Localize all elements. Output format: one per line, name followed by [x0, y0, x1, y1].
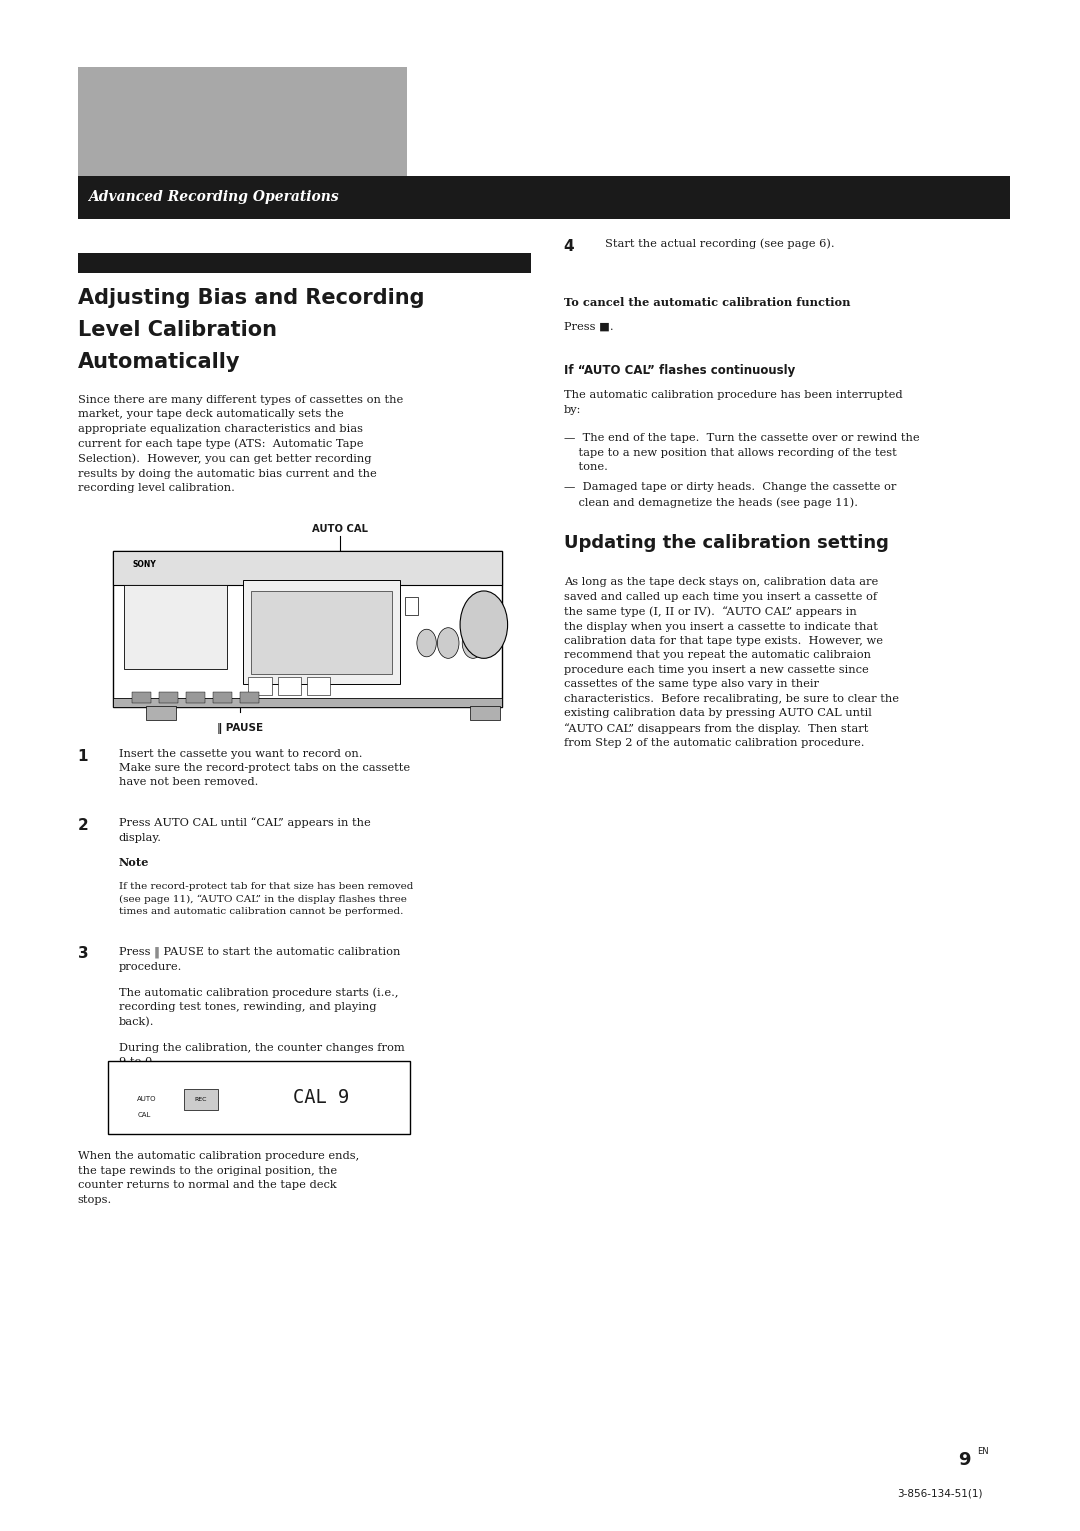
Bar: [78, 176, 1010, 219]
Text: 3-856-134-51(1): 3-856-134-51(1): [896, 1488, 983, 1499]
Text: To cancel the automatic calibration function: To cancel the automatic calibration func…: [564, 297, 850, 308]
Text: 3: 3: [78, 946, 89, 961]
Bar: [78, 253, 531, 273]
Text: The automatic calibration procedure starts (i.e.,
recording test tones, rewindin: The automatic calibration procedure star…: [119, 987, 399, 1027]
Circle shape: [462, 628, 484, 658]
Text: EN: EN: [977, 1447, 989, 1456]
Text: Adjusting Bias and Recording: Adjusting Bias and Recording: [78, 288, 424, 308]
Bar: [113, 698, 502, 707]
Text: Note: Note: [119, 857, 149, 868]
Text: When the automatic calibration procedure ends,
the tape rewinds to the original : When the automatic calibration procedure…: [78, 1151, 359, 1205]
Bar: [243, 580, 400, 684]
Text: Start the actual recording (see page 6).: Start the actual recording (see page 6).: [605, 239, 835, 250]
Text: If “AUTO CAL” flashes continuously: If “AUTO CAL” flashes continuously: [564, 364, 795, 377]
Text: If the record-protect tab for that size has been removed
(see page 11), “AUTO CA: If the record-protect tab for that size …: [119, 882, 414, 917]
Text: 9: 9: [958, 1451, 971, 1470]
Bar: [307, 677, 330, 695]
Text: CAL: CAL: [137, 1112, 150, 1118]
Text: 2: 2: [78, 818, 89, 833]
Bar: [470, 706, 500, 720]
Bar: [213, 692, 232, 703]
Text: SONY: SONY: [133, 560, 157, 570]
Text: Automatically: Automatically: [78, 352, 240, 372]
Text: As long as the tape deck stays on, calibration data are
saved and called up each: As long as the tape deck stays on, calib…: [564, 577, 899, 749]
Text: AUTO: AUTO: [137, 1096, 157, 1102]
Text: 4: 4: [564, 239, 575, 254]
Text: Press AUTO CAL until “CAL” appears in the
display.: Press AUTO CAL until “CAL” appears in th…: [119, 818, 370, 842]
Circle shape: [417, 629, 436, 657]
Text: During the calibration, the counter changes from
9 to 0.: During the calibration, the counter chan…: [119, 1043, 405, 1067]
Text: The automatic calibration procedure has been interrupted
by:: The automatic calibration procedure has …: [564, 390, 903, 415]
Bar: [132, 692, 151, 703]
Text: Press ■.: Press ■.: [564, 322, 613, 332]
Text: Insert the cassette you want to record on.
Make sure the record-protect tabs on : Insert the cassette you want to record o…: [119, 749, 410, 787]
Bar: [278, 677, 301, 695]
Bar: [78, 67, 407, 179]
Bar: [108, 1061, 410, 1134]
Text: Advanced Recording Operations: Advanced Recording Operations: [89, 190, 339, 205]
Circle shape: [460, 591, 508, 658]
Bar: [113, 551, 502, 707]
Bar: [405, 597, 418, 615]
Bar: [113, 551, 502, 585]
Text: ‖ PAUSE: ‖ PAUSE: [217, 723, 262, 733]
Text: Updating the calibration setting: Updating the calibration setting: [564, 534, 889, 553]
Bar: [146, 706, 176, 720]
Bar: [248, 677, 272, 695]
Bar: [186, 692, 205, 703]
Text: Since there are many different types of cassettes on the
market, your tape deck : Since there are many different types of …: [78, 395, 403, 493]
Text: Level Calibration: Level Calibration: [78, 320, 276, 340]
Text: —  Damaged tape or dirty heads.  Change the cassette or
    clean and demagnetiz: — Damaged tape or dirty heads. Change th…: [564, 482, 896, 508]
Text: AUTO CAL: AUTO CAL: [312, 524, 368, 534]
Text: CAL 9: CAL 9: [293, 1089, 349, 1107]
Bar: [240, 692, 259, 703]
Bar: [184, 1089, 218, 1110]
Bar: [251, 591, 392, 674]
Text: 1: 1: [78, 749, 89, 764]
Bar: [124, 585, 227, 669]
Text: REC: REC: [194, 1096, 207, 1102]
Text: —  The end of the tape.  Turn the cassette over or rewind the
    tape to a new : — The end of the tape. Turn the cassette…: [564, 433, 919, 472]
Text: Press ‖ PAUSE to start the automatic calibration
procedure.: Press ‖ PAUSE to start the automatic cal…: [119, 946, 401, 972]
Bar: [159, 692, 178, 703]
Circle shape: [437, 628, 459, 658]
